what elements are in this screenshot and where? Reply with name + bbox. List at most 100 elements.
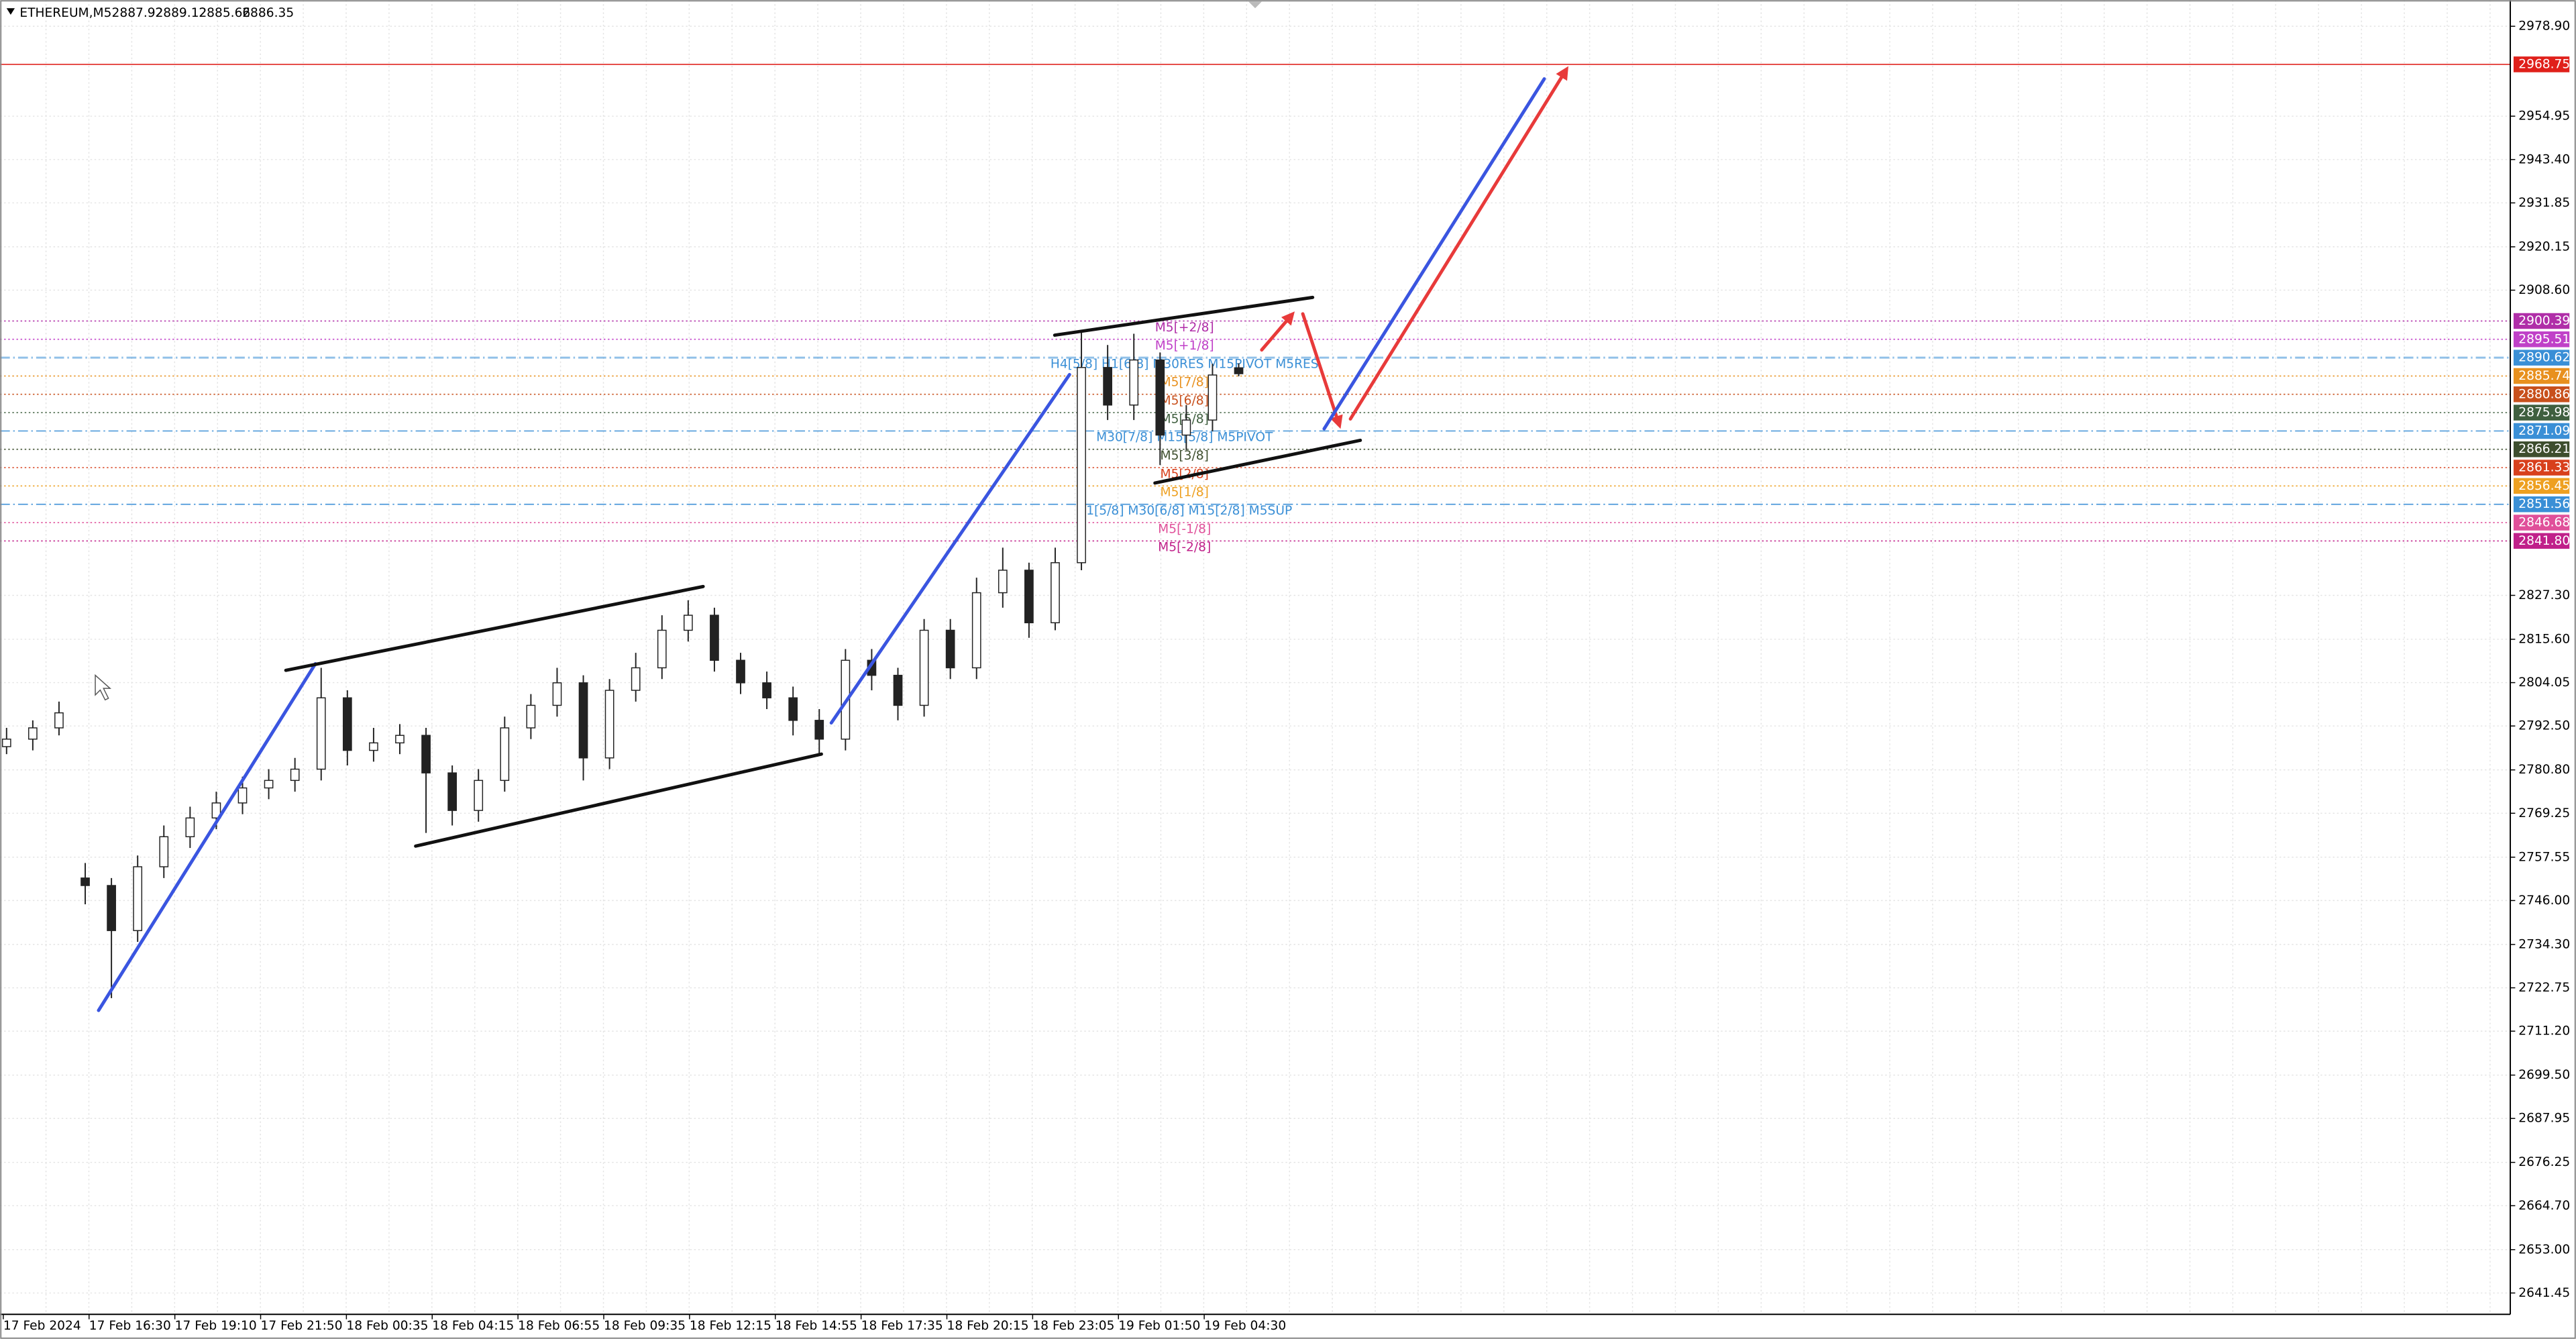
candle-body	[211, 802, 221, 819]
y-tick-label: 2769.25	[2518, 806, 2570, 820]
candle-body	[657, 629, 667, 669]
candle-body	[1129, 359, 1139, 406]
price-label: 2861.33	[2518, 461, 2570, 475]
level-text: M5[2/8]	[1161, 467, 1209, 481]
y-tick-label: 2641.45	[2518, 1286, 2570, 1300]
candle-body	[316, 697, 326, 770]
trend-line	[97, 661, 317, 1012]
axes: 2978.90 2954.95 2943.40 2931.85 2920.15 2908.…	[3, 19, 2570, 1333]
y-tick-label: 2920.15	[2518, 239, 2570, 254]
x-tick-label: 17 Feb 21:50	[261, 1319, 343, 1333]
level-text: M5[+2/8]	[1155, 321, 1214, 335]
level-text: M5[6/8]	[1161, 394, 1209, 408]
levels: M5[+2/8] M5[+1/8] H4[5/8] H1[6/8] M30RES M…	[0, 64, 2511, 555]
y-tick-label: 2815.60	[2518, 632, 2570, 646]
price-label: 2871.09	[2518, 424, 2570, 438]
level-text: M5[-2/8]	[1158, 541, 1211, 555]
level-text: M5[+1/8]	[1155, 339, 1214, 353]
candle-body	[80, 877, 90, 886]
channel-line	[414, 752, 823, 848]
trend-line	[829, 372, 1071, 725]
price-label: 2866.21	[2518, 442, 2570, 456]
candle-body	[1024, 570, 1034, 624]
level-text: M30[7/8] M15[5/8] M5PIVOT	[1096, 431, 1273, 445]
y-tick-label: 2722.75	[2518, 981, 2570, 995]
candle-body	[290, 768, 300, 782]
forecast-arrow	[1260, 311, 1295, 352]
candle-body	[1181, 419, 1191, 436]
price-label-box	[2513, 350, 2570, 366]
price-label: 2968.75	[2518, 57, 2570, 71]
candle-body	[369, 742, 378, 751]
chart-title: ETHEREUM,M5	[19, 6, 111, 20]
candle-body	[1103, 367, 1112, 406]
y-tick-label: 2746.00	[2518, 894, 2570, 908]
price-label: 2880.86	[2518, 387, 2570, 401]
x-tick-label: 18 Feb 12:15	[690, 1319, 771, 1333]
y-tick-label: 2978.90	[2518, 19, 2570, 34]
price-label-box	[2513, 460, 2570, 476]
grid	[0, 0, 2511, 1315]
y-tick-label: 2664.70	[2518, 1199, 2570, 1213]
candle-body	[1208, 374, 1218, 421]
candle-body	[762, 682, 771, 698]
y-tick-label: 2827.30	[2518, 588, 2570, 602]
candle-body	[814, 720, 824, 740]
candle-body	[998, 570, 1008, 594]
candle-body	[395, 735, 405, 744]
x-tick-label: 18 Feb 06:55	[518, 1319, 600, 1333]
y-tick-label: 2757.55	[2518, 850, 2570, 864]
candle-body	[185, 817, 195, 838]
y-tick-label: 2908.60	[2518, 283, 2570, 297]
candle-body	[1, 739, 11, 747]
price-label: 2851.56	[2518, 497, 2570, 511]
candle-body	[604, 690, 614, 759]
candle-body	[788, 697, 798, 721]
channel-line	[1053, 295, 1315, 337]
price-label: 2885.74	[2518, 369, 2570, 383]
forecast-arrow	[1301, 312, 1343, 429]
candle-body	[1077, 367, 1086, 564]
quote-value: 2889.12	[155, 6, 207, 20]
candle-body	[552, 682, 562, 706]
y-tick-label: 2792.50	[2518, 719, 2570, 733]
candle-body	[342, 697, 352, 751]
candle-body	[54, 712, 64, 729]
level-text: H4[5/8] H1[6/8] M30RES M15PIVOT M5RES	[1051, 357, 1319, 371]
candle-body	[1234, 367, 1244, 374]
candle-body	[736, 659, 745, 684]
x-tick-label: 18 Feb 00:35	[346, 1319, 428, 1333]
candle-body	[1051, 562, 1060, 624]
price-label: 2900.39	[2518, 314, 2570, 328]
candle-body	[264, 780, 274, 789]
price-label-box	[2513, 368, 2570, 384]
price-label-box	[2513, 478, 2570, 494]
channel-line	[1153, 438, 1362, 485]
candle-body	[710, 614, 719, 661]
x-tick-label: 19 Feb 01:50	[1118, 1319, 1200, 1333]
menu-triangle	[6, 8, 15, 15]
y-tick-label: 2711.20	[2518, 1024, 2570, 1038]
candle-body	[631, 667, 641, 691]
candle-body	[578, 682, 588, 759]
quote-value: 2886.35	[242, 6, 294, 20]
x-tick-label: 17 Feb 16:30	[89, 1319, 171, 1333]
cursor	[95, 674, 112, 701]
trend-line	[1322, 77, 1546, 431]
price-label-box	[2513, 313, 2570, 329]
x-tick-label: 19 Feb 04:30	[1204, 1319, 1286, 1333]
candle-body	[133, 866, 143, 931]
forecast-arrow	[1348, 66, 1568, 421]
price-label: 2856.45	[2518, 479, 2570, 493]
candle-body	[107, 885, 116, 931]
level-text: M5[1/8]	[1161, 486, 1209, 500]
candles	[1, 329, 1244, 998]
scroll-marker	[1248, 1, 1262, 9]
level-text: M5[-1/8]	[1158, 522, 1211, 536]
y-tick-label: 2780.80	[2518, 763, 2570, 777]
candle-body	[684, 614, 693, 631]
y-tick-label: 2943.40	[2518, 152, 2570, 166]
